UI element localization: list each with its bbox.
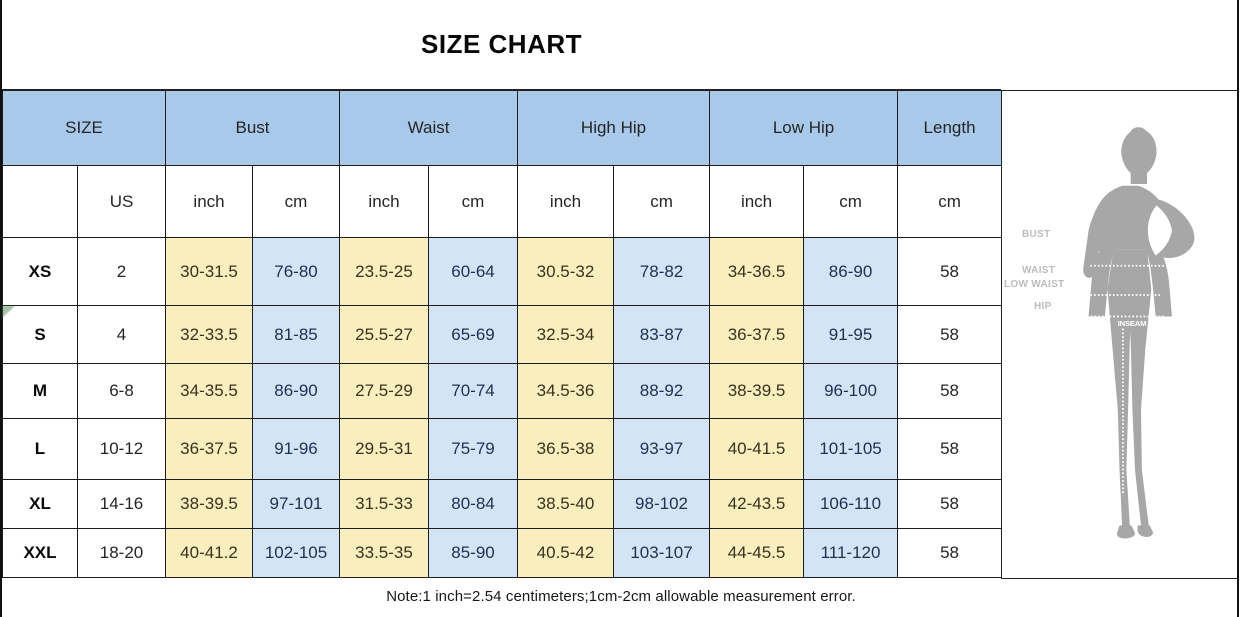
- svg-text:INSEAM: INSEAM: [1118, 319, 1147, 328]
